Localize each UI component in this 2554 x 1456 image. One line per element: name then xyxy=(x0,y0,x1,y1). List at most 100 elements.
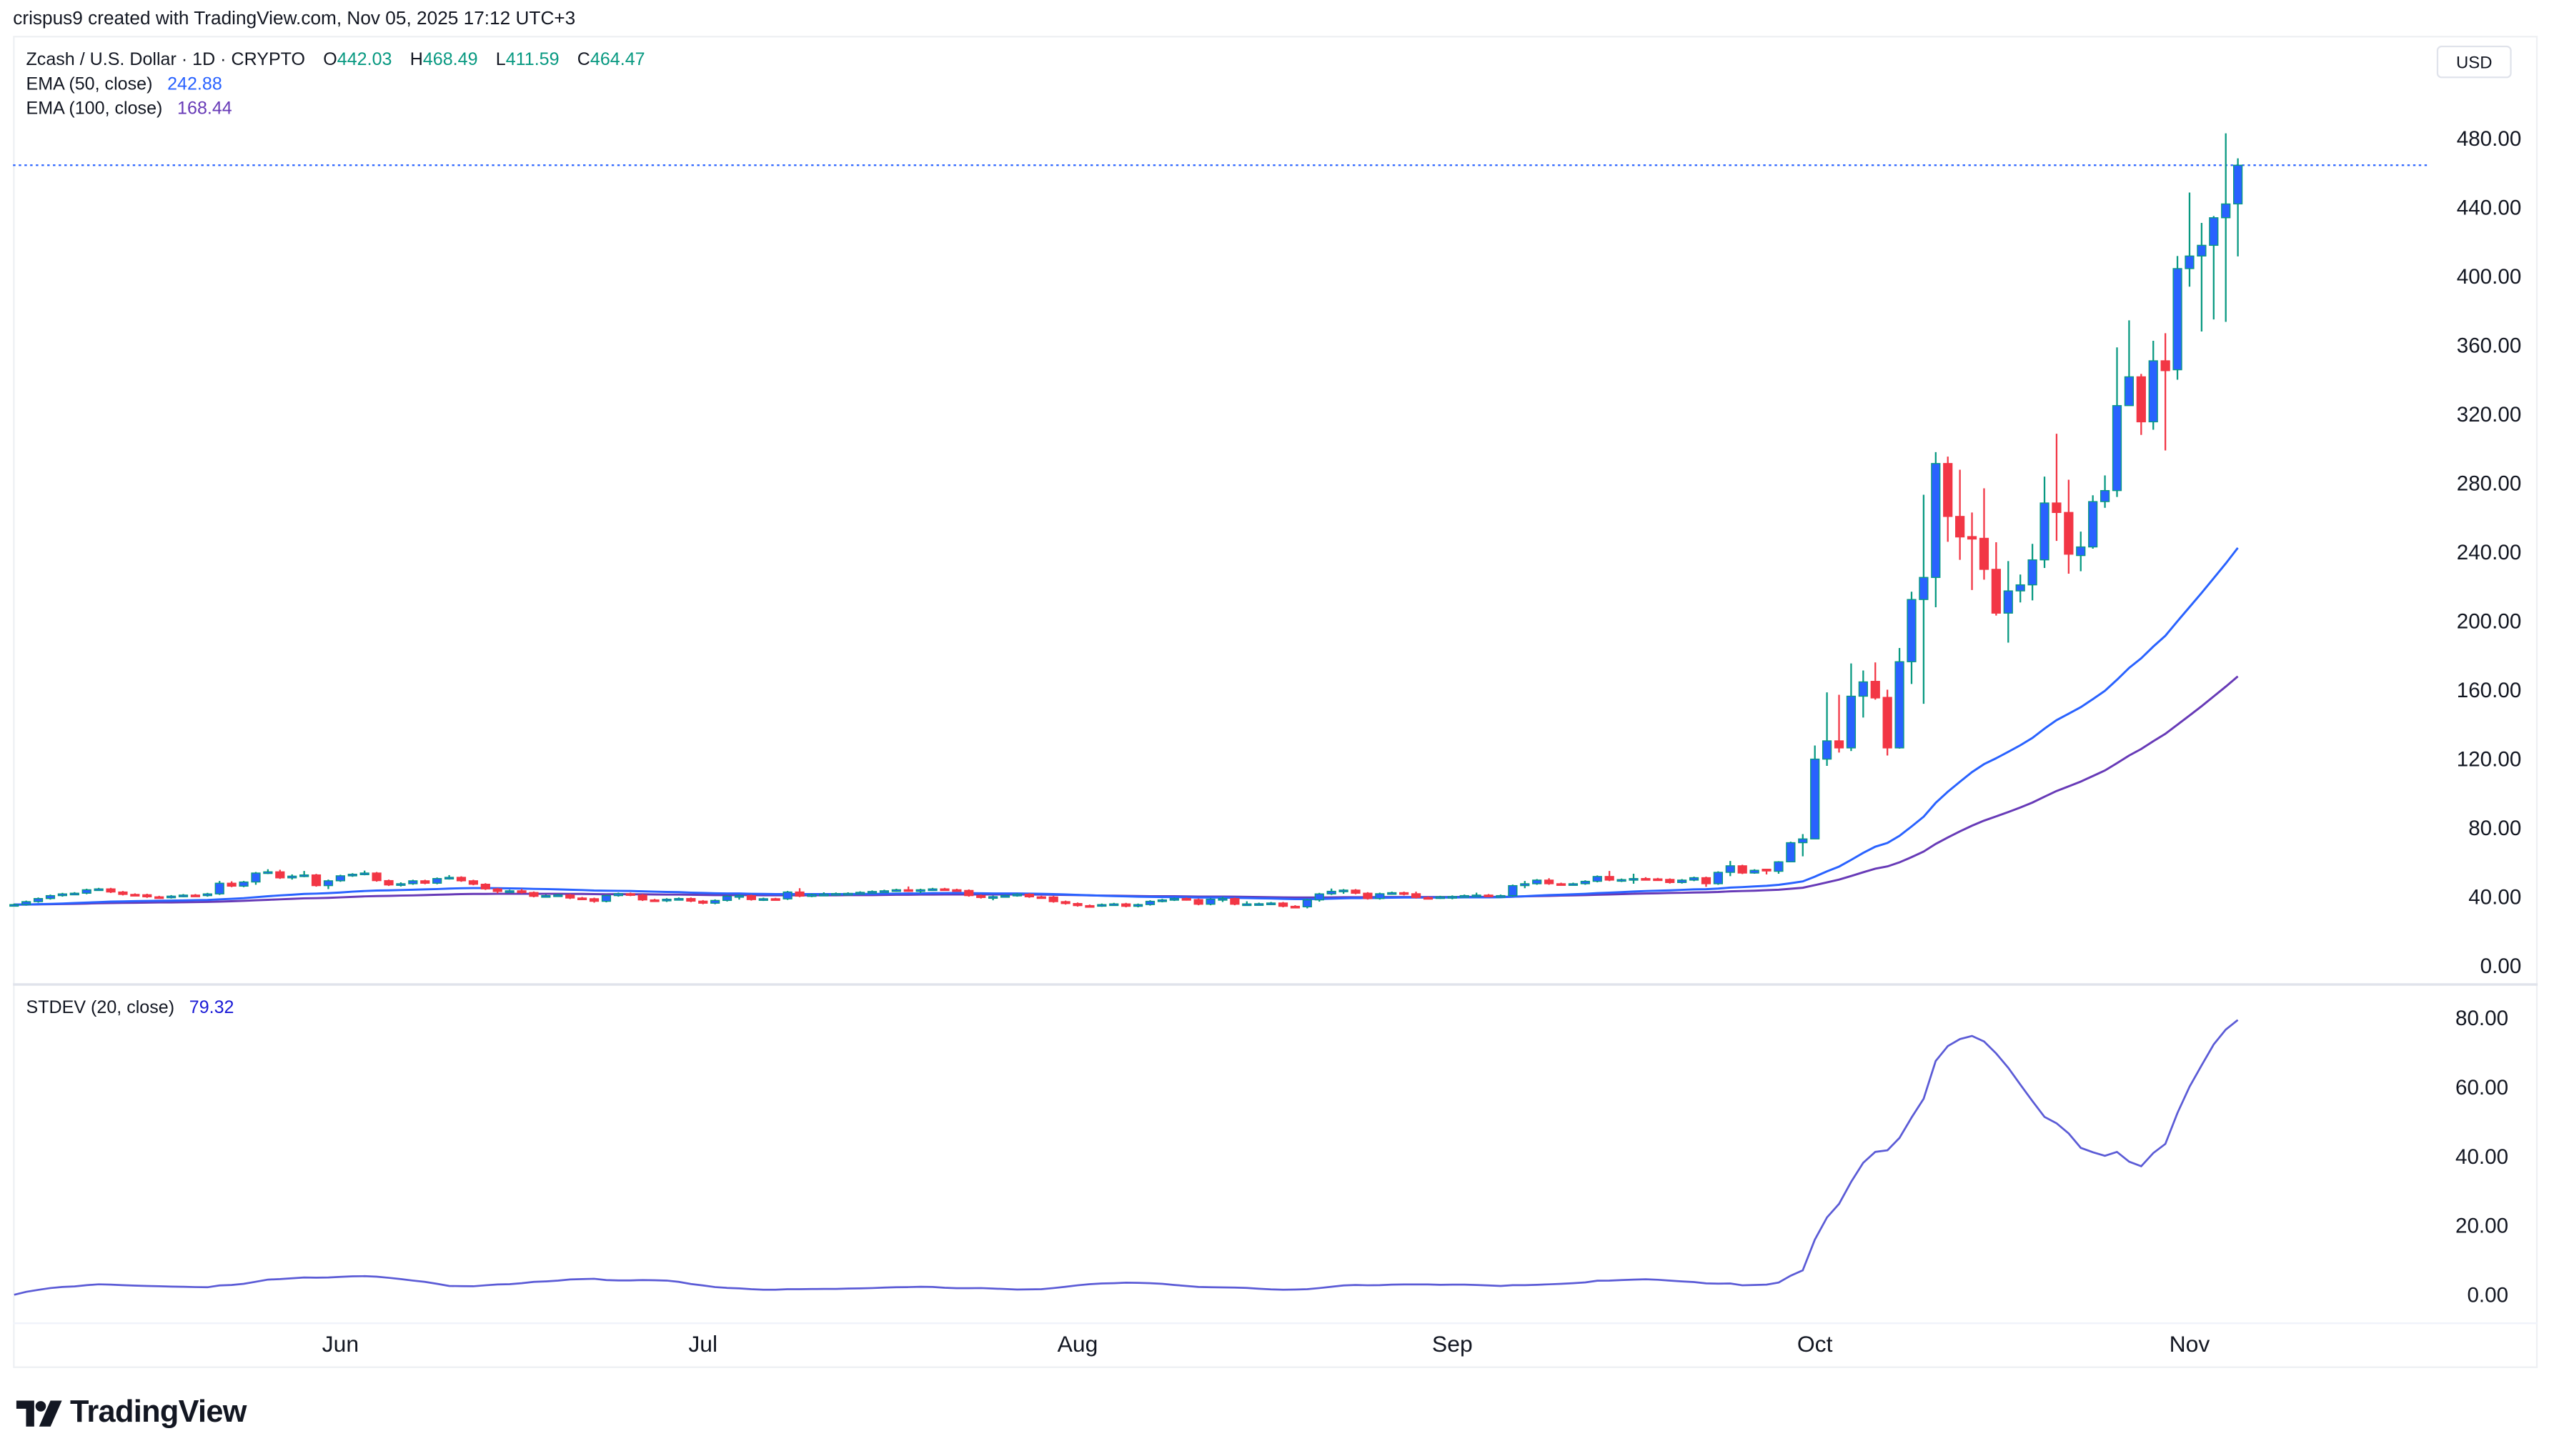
candle-body xyxy=(1085,904,1095,908)
candle-body xyxy=(1314,893,1324,901)
candle-body xyxy=(601,894,612,902)
ema50-legend[interactable]: EMA (50, close) 242.88 xyxy=(26,75,222,94)
candle-body xyxy=(577,897,587,900)
candle-down xyxy=(1882,689,1892,756)
ema100-legend[interactable]: EMA (100, close) 168.44 xyxy=(26,99,232,119)
time-tick-label: Jul xyxy=(688,1331,717,1357)
candle-down xyxy=(1351,889,1361,894)
candle-body xyxy=(1109,903,1119,907)
price-tick-label: 80.00 xyxy=(2468,817,2521,840)
stdev-legend[interactable]: STDEV (20, close) 79.32 xyxy=(26,998,234,1017)
time-axis[interactable]: Jun Jul Aug Sep Oct Nov xyxy=(322,1331,2210,1357)
candle-body xyxy=(1073,903,1083,907)
candle-body xyxy=(1592,876,1602,882)
candle-body xyxy=(1568,883,1579,886)
stdev-tick-label: 60.00 xyxy=(2455,1076,2508,1100)
candle-down xyxy=(190,894,201,897)
candle-body xyxy=(529,892,539,897)
candle-body xyxy=(154,896,164,899)
candle-up xyxy=(1749,869,1759,874)
candle-body xyxy=(1919,577,1929,600)
candle-up xyxy=(1157,899,1168,903)
candle-body xyxy=(2064,512,2074,555)
candle-body xyxy=(1278,902,1288,907)
candle-up xyxy=(867,890,878,894)
candle-body xyxy=(299,874,309,877)
candle-body xyxy=(33,898,44,902)
candle-down xyxy=(118,891,128,896)
candle-up xyxy=(287,874,297,880)
time-tick-label: Aug xyxy=(1058,1331,1098,1357)
symbol-title[interactable]: Zcash / U.S. Dollar · 1D · CRYPTO xyxy=(26,50,306,71)
candle-up xyxy=(57,892,67,897)
tradingview-logo-text: TradingView xyxy=(70,1395,247,1430)
candle-body xyxy=(1290,905,1301,909)
candle-up xyxy=(843,892,853,896)
candle-up xyxy=(335,874,345,882)
candle-up xyxy=(2015,574,2025,603)
candle-body xyxy=(2160,360,2170,372)
candle-down xyxy=(964,889,974,897)
candle-down xyxy=(1193,898,1203,906)
candle-up xyxy=(988,895,998,901)
candle-up xyxy=(1471,892,1481,897)
candle-up xyxy=(94,887,104,892)
candle-up xyxy=(396,882,406,887)
candle-up xyxy=(347,873,357,877)
candle-body xyxy=(142,894,152,897)
candle-up xyxy=(1919,494,1929,704)
candle-body xyxy=(432,878,442,884)
candle-up xyxy=(1145,900,1156,906)
price-axis[interactable]: 0.00 40.00 80.00 120.00 160.00 200.00 240.00 28… xyxy=(2457,127,2522,978)
candle-down xyxy=(1979,488,1989,580)
candle-up xyxy=(1338,889,1348,894)
open-value: 442.03 xyxy=(337,50,392,71)
candle-body xyxy=(1701,877,1711,884)
candle-body xyxy=(214,882,224,894)
candle-up xyxy=(69,892,79,896)
candle-body xyxy=(1048,896,1058,902)
candle-up xyxy=(178,894,189,897)
tradingview-logo[interactable]: TradingView xyxy=(16,1396,247,1432)
candle-body xyxy=(2112,405,2122,492)
candle-down xyxy=(227,881,237,887)
stdev-axis[interactable]: 0.00 20.00 40.00 60.00 80.00 xyxy=(2455,1007,2508,1307)
candle-body xyxy=(1012,894,1023,897)
candle-body xyxy=(130,894,140,897)
candle-down xyxy=(2064,479,2074,574)
candle-body xyxy=(1351,889,1361,894)
candle-body xyxy=(1870,681,1880,699)
candle-down xyxy=(529,891,539,898)
candle-up xyxy=(2027,544,2037,601)
candle-up xyxy=(2221,133,2231,322)
candle-body xyxy=(1024,894,1034,897)
chart-frame xyxy=(13,36,2538,1368)
price-tick-label: 120.00 xyxy=(2457,748,2522,772)
candle-body xyxy=(1677,879,1687,883)
candle-body xyxy=(807,894,817,897)
candle-body xyxy=(81,889,91,894)
candle-body xyxy=(952,889,962,892)
candle-body xyxy=(1097,904,1107,907)
candle-body xyxy=(2027,559,2037,586)
candle-body xyxy=(2076,546,2086,557)
currency-button[interactable]: USD xyxy=(2436,45,2512,79)
candle-body xyxy=(1629,878,1639,881)
candle-down xyxy=(1556,882,1566,886)
ema100-value: 168.44 xyxy=(177,99,232,119)
candle-down xyxy=(1870,662,1880,700)
candle-body xyxy=(1616,879,1626,882)
candle-body xyxy=(166,895,177,899)
candle-down xyxy=(492,887,502,894)
price-tick-label: 480.00 xyxy=(2457,127,2522,151)
candle-body xyxy=(1967,536,1977,540)
candle-down xyxy=(106,887,116,893)
candle-up xyxy=(1907,592,1917,684)
candle-up xyxy=(722,895,732,902)
candle-body xyxy=(1604,876,1614,881)
candle-body xyxy=(1786,842,1796,863)
candle-up xyxy=(505,889,515,893)
candle-body xyxy=(1858,681,1868,697)
close-value: 464.47 xyxy=(590,50,645,71)
